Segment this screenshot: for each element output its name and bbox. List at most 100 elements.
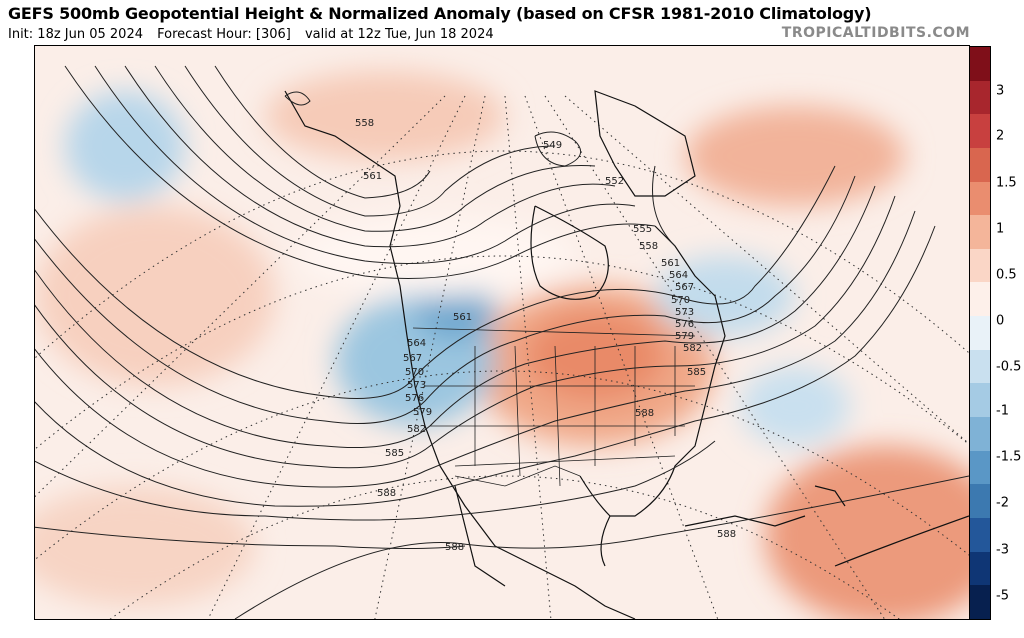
caribbean-islands	[684, 515, 806, 527]
longitude-line	[504, 95, 552, 619]
contour-label: 585	[687, 367, 706, 378]
contour-line	[94, 65, 636, 264]
contour-label: 561	[363, 171, 382, 182]
colorbar-segment	[970, 349, 990, 384]
colorbar-label: 3	[996, 83, 1005, 99]
contour-line	[284, 91, 311, 106]
colorbar-segment	[970, 585, 990, 619]
baja-mexico	[454, 485, 506, 587]
ridge-area	[685, 106, 905, 206]
colorbar-segment	[970, 181, 990, 216]
colorbar-segment	[970, 147, 990, 182]
contour-label: 576	[675, 319, 694, 330]
west-coast	[284, 90, 636, 619]
contour-label: 558	[639, 241, 658, 252]
contour-label: 570	[671, 295, 690, 306]
colorbar-segment	[970, 484, 990, 518]
latitude-line	[35, 370, 969, 561]
colorbar-segment	[970, 517, 990, 552]
colorbar-segment	[970, 114, 990, 148]
contour-label-group: 558 561 549 552 555 558 561 564 567 570 …	[355, 118, 736, 553]
contour-line	[214, 65, 431, 199]
colorbar-label: -1.5	[996, 449, 1022, 465]
map-title: GEFS 500mb Geopotential Height & Normali…	[8, 4, 872, 23]
colorbar-segment	[970, 282, 990, 317]
longitude-line	[524, 95, 719, 619]
contour-label: 588	[717, 529, 736, 540]
colorbar-segment	[970, 215, 990, 249]
colorbar	[969, 46, 991, 620]
colorbar-segment	[970, 417, 990, 451]
colorbar-segment	[970, 47, 990, 81]
contour-line	[35, 175, 856, 424]
south-america-coast	[834, 515, 969, 567]
colorbar-label: -0.5	[996, 359, 1022, 375]
contour-line	[35, 165, 836, 399]
trough-area	[740, 366, 850, 446]
contour-label: 567	[675, 282, 694, 293]
contour-line	[35, 210, 916, 488]
contour-line	[124, 65, 616, 248]
contour-label: 564	[669, 270, 688, 281]
contour-label: 564	[407, 338, 426, 349]
graticule	[35, 95, 969, 619]
hudson-bay	[530, 205, 609, 300]
coastlines	[284, 90, 969, 619]
trough-area	[65, 91, 185, 201]
contour-label: 567	[403, 353, 422, 364]
contour-label: 570	[405, 367, 424, 378]
trough-area	[655, 256, 795, 336]
valid-time: valid at 12z Tue, Jun 18 2024	[304, 27, 494, 42]
colorbar-segment	[970, 80, 990, 115]
contour-line	[184, 65, 556, 217]
contour-line	[35, 440, 716, 521]
contour-label: 552	[605, 176, 624, 187]
ridge-area	[265, 71, 505, 161]
contour-label: 582	[683, 343, 702, 354]
colorbar-label: -1	[996, 403, 1009, 419]
contour-label: 561	[453, 312, 472, 323]
neutral-area	[295, 216, 575, 296]
state-borders	[425, 385, 695, 467]
colorbar-label: 2	[996, 128, 1005, 144]
contour-label: 573	[675, 307, 694, 318]
contour-label: 582	[407, 424, 426, 435]
contour-line	[534, 131, 582, 167]
contour-label: 555	[633, 224, 652, 235]
init-time: Init: 18z Jun 05 2024	[8, 27, 143, 42]
height-anomaly-map: 558 561 549 552 555 558 561 564 567 570 …	[35, 46, 969, 619]
yucatan	[600, 515, 611, 567]
colorbar-segment	[970, 248, 990, 283]
contour-label: 576	[405, 393, 424, 404]
contour-line	[35, 526, 466, 549]
colorbar-segment	[970, 450, 990, 485]
map-subtitle: Init: 18z Jun 05 2024 Forecast Hour: [30…	[8, 27, 504, 42]
contour-label: 588	[377, 488, 396, 499]
colorbar-label: -3	[996, 542, 1009, 558]
ridge-area	[765, 446, 969, 619]
colorbar-segment	[970, 316, 990, 350]
longitude-line	[564, 95, 969, 445]
map-panel: 558 561 549 552 555 558 561 564 567 570 …	[34, 45, 970, 620]
colorbar-segment	[970, 551, 990, 586]
anomaly-shading	[35, 71, 969, 619]
east-coast	[579, 225, 726, 517]
borders	[412, 327, 696, 487]
colorbar-label: 0.5	[996, 267, 1017, 283]
colorbar-label: 0	[996, 313, 1005, 329]
contour-label: 588	[635, 408, 654, 419]
contour-label: 558	[355, 118, 374, 129]
contour-label: 549	[543, 140, 562, 151]
contour-line	[35, 195, 896, 469]
contour-label: 579	[675, 331, 694, 342]
contour-label: 579	[413, 407, 432, 418]
contour-line	[154, 65, 596, 232]
contour-line	[234, 475, 969, 619]
contour-line	[35, 185, 876, 449]
contour-line	[35, 225, 936, 507]
colorbar-label: -5	[996, 588, 1009, 604]
longitude-line	[207, 95, 466, 619]
contour-label: 573	[407, 380, 426, 391]
colorbar-label: -2	[996, 495, 1009, 511]
us-canada-border	[412, 327, 696, 337]
